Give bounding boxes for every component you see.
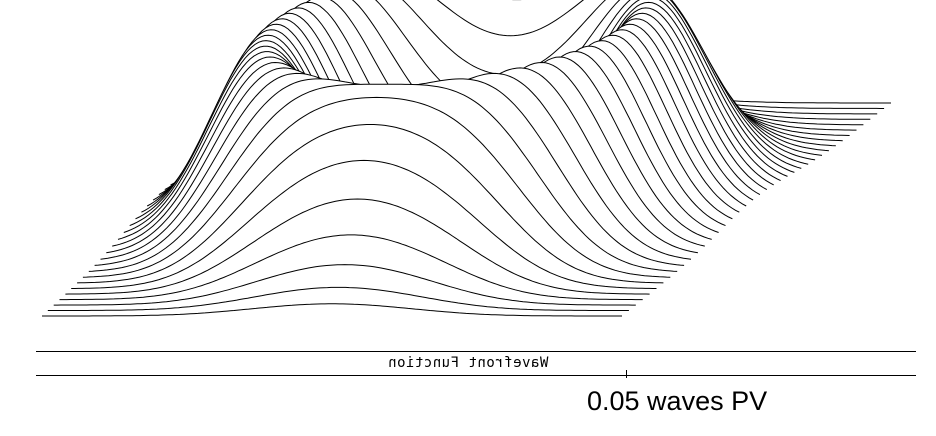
- profile-line-6: [77, 124, 664, 284]
- caption-bottom-rule: [36, 375, 916, 376]
- wavefront-surface: [42, 0, 891, 318]
- profile-line-3: [59, 234, 643, 301]
- scale-tick: [626, 370, 627, 378]
- profile-line-4: [65, 198, 650, 295]
- caption-top-rule: [36, 351, 916, 352]
- profile-line-5: [71, 159, 657, 289]
- profile-mask-2: [53, 264, 636, 308]
- wavefront-plot: [42, 0, 891, 318]
- profile-line-1: [47, 286, 629, 311]
- scale-label: 0.05 waves PV: [587, 386, 768, 416]
- profile-line-0: [42, 303, 622, 317]
- profile-line-8: [88, 83, 678, 272]
- profile-line-2: [53, 264, 636, 306]
- profile-line-7: [82, 96, 671, 278]
- chart-caption: Wavefront Function: [387, 355, 549, 371]
- profile-mask-1: [47, 287, 629, 313]
